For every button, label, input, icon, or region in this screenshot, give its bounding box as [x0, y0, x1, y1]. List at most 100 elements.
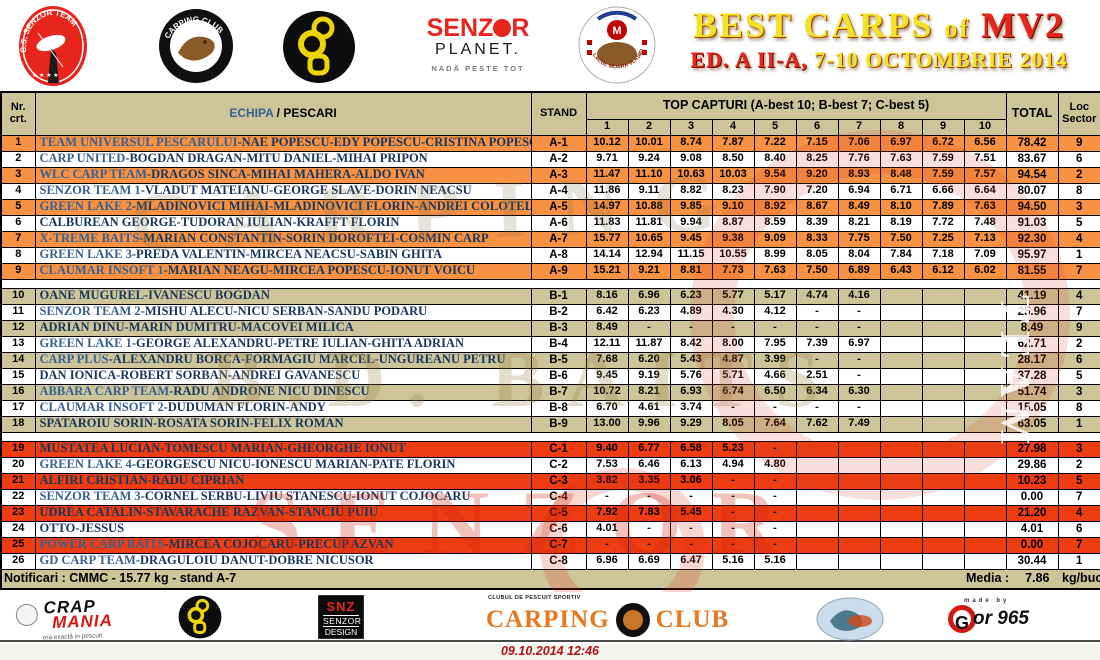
capture-cell: 6.30 — [837, 383, 881, 401]
capture-cell: 9.94 — [669, 214, 713, 232]
capture-cell — [963, 440, 1007, 458]
team-players: -PREDA VALENTIN-MIRCEA NEACSU-SABIN GHIT… — [131, 247, 443, 262]
capture-cell — [963, 520, 1007, 538]
table-row: 2 CARP UNITED-BOGDAN DRAGAN-MITU DANIEL-M… — [0, 150, 1100, 168]
team-name: CLAUMAR INSOFT 1 — [39, 263, 164, 278]
stand-cell: B-1 — [530, 287, 587, 305]
capture-cell: 9.08 — [669, 150, 713, 168]
capture-cell: 8.39 — [795, 214, 839, 232]
results-table: Nr. crt. ECHIPA / PESCARI STAND TOP CAPT… — [0, 91, 1100, 590]
loc-cell: 3 — [1057, 440, 1100, 458]
team-cell: SPATAROIU SORIN-ROSATA SORIN-FELIX ROMAN — [34, 415, 532, 433]
team-players: ALFIRI CRISTIAN-RADU CIPRIAN — [39, 473, 245, 488]
table-row: 24 OTTO-JESSUS C-6 4.01- - - -4.01 6 — [0, 520, 1100, 538]
print-datetime: 09.10.2014 12:46 — [0, 644, 1100, 660]
team-name: SENZOR TEAM 2 — [39, 304, 141, 319]
capture-cell: 7.83 — [627, 504, 671, 522]
capture-cell: - — [753, 488, 797, 506]
capture-cell: 6.02 — [963, 262, 1007, 280]
capture-cell: 10.03 — [711, 166, 755, 184]
capture-cell — [795, 456, 839, 474]
notificari-text: Notificari : CMMC - 15.77 kg - stand A-7 — [1, 568, 964, 590]
capture-cell: 6.96 — [627, 287, 671, 305]
capture-cell — [921, 440, 965, 458]
capture-cell: 8.10 — [879, 198, 923, 216]
capture-cell: 9.11 — [627, 182, 671, 200]
stand-cell: B-5 — [530, 351, 587, 369]
capture-cell: 4.89 — [669, 303, 713, 321]
team-players: -DRAGULOIU DANUT-DOBRE NICUSOR — [135, 553, 374, 568]
stand-cell: C-5 — [530, 504, 587, 522]
loc-cell: 4 — [1057, 230, 1100, 248]
capture-cell — [879, 488, 923, 506]
table-row: 23 UDREA CATALIN-STAVARACHE RAZVAN-STANCI… — [0, 504, 1100, 522]
capture-cell: 6.74 — [711, 383, 755, 401]
capture-cell: - — [669, 520, 713, 538]
capture-cell: 7.49 — [837, 415, 881, 433]
capture-cell: 8.21 — [837, 214, 881, 232]
stand-cell: B-2 — [530, 303, 587, 321]
total-cell: 51.74 — [1005, 383, 1059, 401]
results-table-wrap: Nr. crt. ECHIPA / PESCARI STAND TOP CAPT… — [0, 91, 1100, 590]
table-row: 3 WLC CARP TEAM-DRAGOS SINCA-MIHAI MAHERA… — [0, 166, 1100, 184]
team-cell: MUSTATEA LUCIAN-TOMESCU MARIAN-GHEORGHE … — [34, 440, 532, 458]
team-cell: GREEN LAKE 1-GEORGE ALEXANDRU-PETRE IULI… — [34, 335, 532, 353]
capture-cell: 8.00 — [711, 335, 755, 353]
team-name: POWER CARP BAITS — [39, 537, 165, 552]
capture-cell — [879, 440, 923, 458]
capture-cell: 9.45 — [669, 230, 713, 248]
snz-wordmark: SNZ — [326, 599, 356, 614]
team-cell: GREEN LAKE 2-MLADINOVICI MIHAI-MLADINOVI… — [34, 198, 532, 216]
table-row: 7 X-TREME BAITS-MARIAN CONSTANTIN-SORIN D… — [0, 230, 1100, 248]
team-players: -GEORGE ALEXANDRU-PETRE IULIAN-GHITA ADR… — [131, 336, 464, 351]
capture-cell — [963, 287, 1007, 305]
team-players: ADRIAN DINU-MARIN DUMITRU-MACOVEI MILICA — [39, 320, 354, 335]
total-cell: 10.23 — [1005, 472, 1059, 490]
capture-cell: 8.23 — [711, 182, 755, 200]
team-cell: ALFIRI CRISTIAN-RADU CIPRIAN — [34, 472, 532, 490]
table-row: 20 GREEN LAKE 4-GEORGESCU NICU-IONESCU MA… — [0, 456, 1100, 474]
capture-cell: - — [627, 319, 671, 337]
stand-cell: B-3 — [530, 319, 587, 337]
capture-cell: 8.81 — [669, 262, 713, 280]
capture-cell: 7.95 — [753, 335, 797, 353]
capture-cell: 8.49 — [585, 319, 629, 337]
snz-senzor-design-logo: SNZ SENZOR DESIGN — [318, 595, 364, 639]
loc-cell: 3 — [1057, 198, 1100, 216]
capture-cell — [879, 472, 923, 490]
capture-cell: 2.51 — [795, 367, 839, 385]
capture-cell: 7.72 — [921, 214, 965, 232]
capture-cell: 6.43 — [879, 262, 923, 280]
capture-cell: 8.40 — [753, 150, 797, 168]
capture-cell: - — [669, 536, 713, 554]
capture-cell: 9.29 — [669, 415, 713, 433]
team-players: -ALEXANDRU BORCA-FORMAGIU MARCEL-UNGUREA… — [108, 352, 506, 367]
capture-cell: 5.16 — [711, 552, 755, 570]
capture-cell — [963, 472, 1007, 490]
capture-cell: 7.76 — [837, 150, 881, 168]
capture-cell: - — [795, 399, 839, 417]
capture-cell: 6.66 — [921, 182, 965, 200]
capture-cell: 7.63 — [753, 262, 797, 280]
carping-club-small-text: CLUBUL DE PESCUIT SPORTIV — [488, 595, 581, 601]
senzor-planet-wordmark: SENZ R — [426, 14, 530, 42]
total-cell: 30.44 — [1005, 552, 1059, 570]
capture-cell — [963, 415, 1007, 433]
team-cell: GREEN LAKE 4-GEORGESCU NICU-IONESCU MARI… — [34, 456, 532, 474]
capture-cell — [921, 303, 965, 321]
capture-cell: 7.53 — [585, 456, 629, 474]
capture-cell: 6.46 — [627, 456, 671, 474]
capture-cell: - — [669, 319, 713, 337]
made-by-text: made by — [964, 598, 1010, 604]
results-tbody: 1 TEAM UNIVERSUL PESCARULUI-NAE POPESCU-E… — [0, 134, 1100, 570]
table-row: 5 GREEN LAKE 2-MLADINOVICI MIHAI-MLADINOV… — [0, 198, 1100, 216]
capture-cell: - — [837, 399, 881, 417]
team-players: -DUDUMAN FLORIN-ANDY — [163, 400, 326, 415]
loc-cell: 3 — [1057, 383, 1100, 401]
capture-cell: 8.48 — [879, 166, 923, 184]
loc-cell: 1 — [1057, 246, 1100, 264]
stand-cell: B-7 — [530, 383, 587, 401]
capture-cell — [921, 383, 965, 401]
svg-text:★ ★ ★ ★: ★ ★ ★ ★ — [32, 72, 59, 79]
capture-cell: 6.89 — [837, 262, 881, 280]
